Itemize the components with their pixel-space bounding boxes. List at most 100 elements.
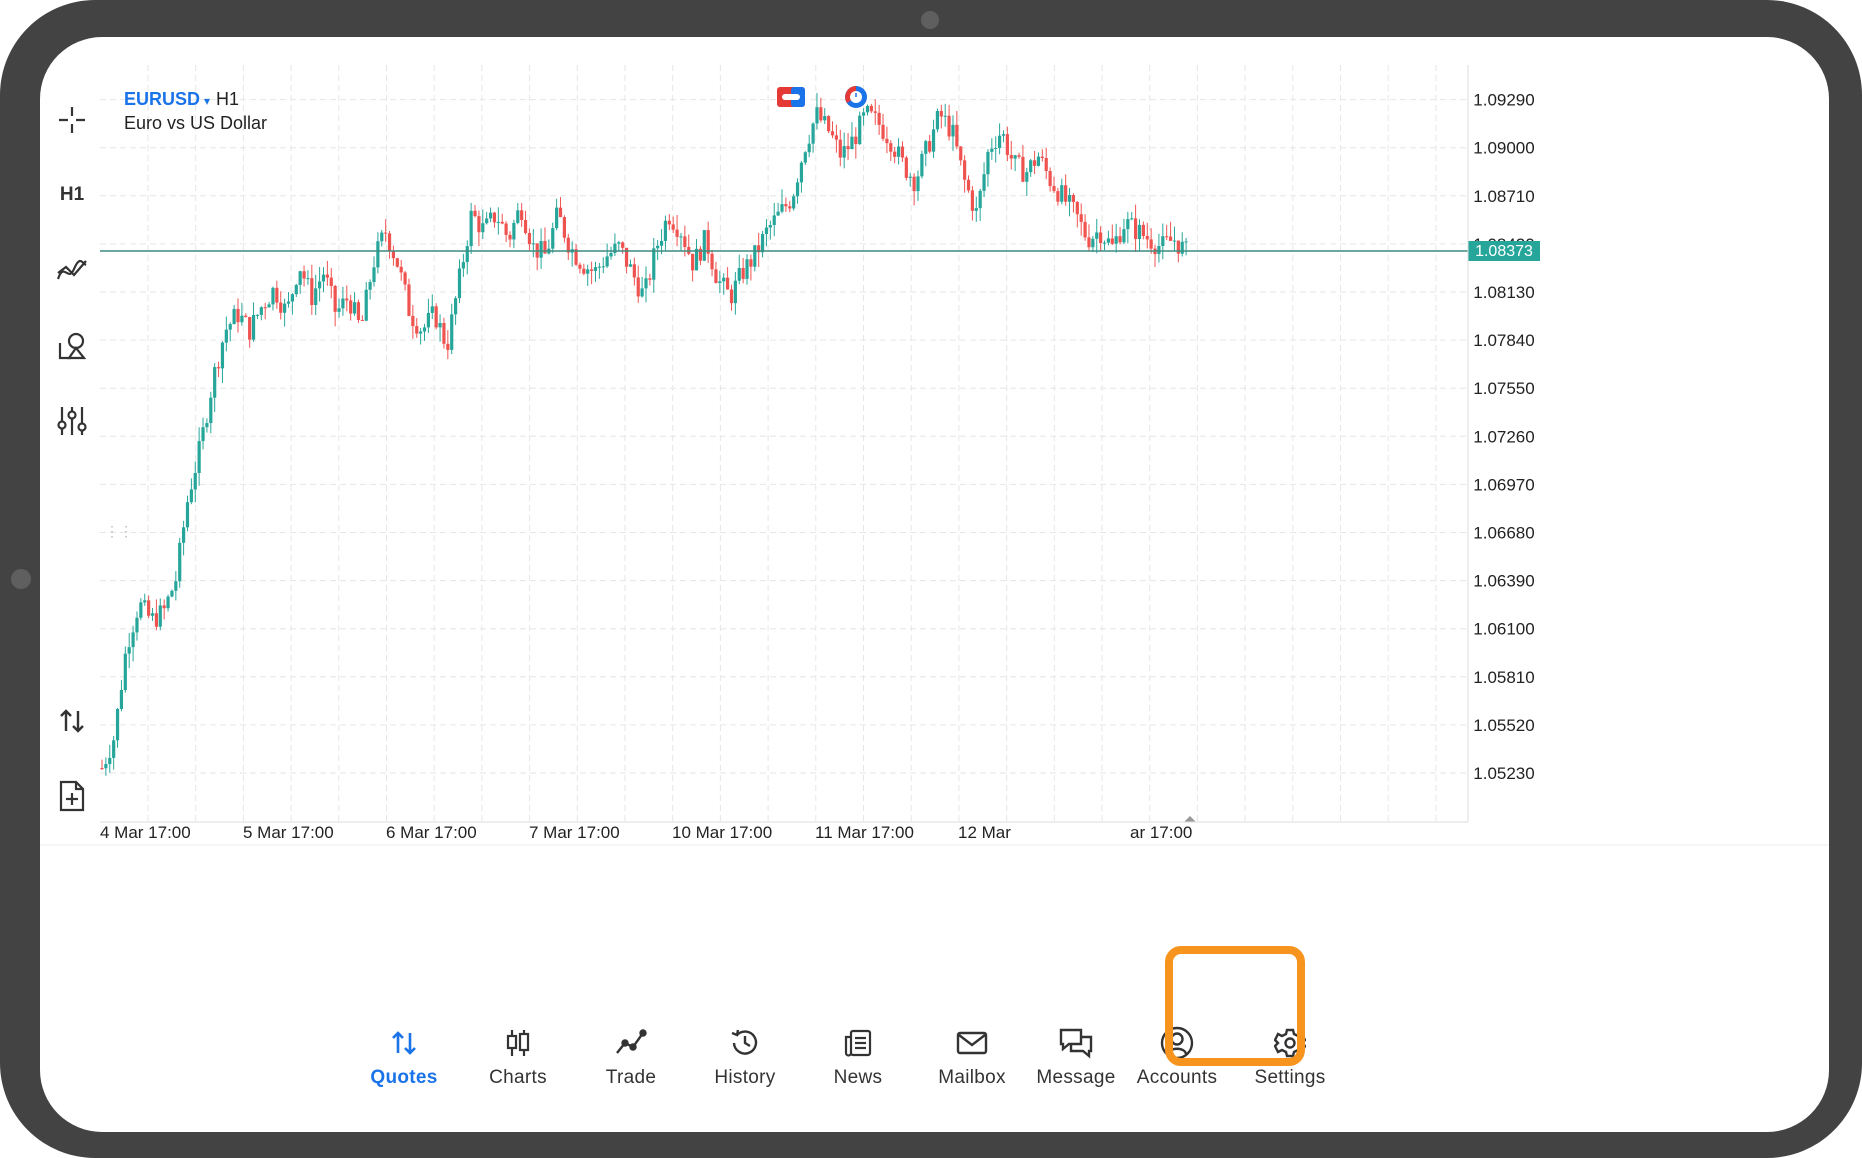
candle-body bbox=[694, 248, 699, 271]
x-tick-label: 11 Mar 17:00 bbox=[815, 823, 914, 842]
nav-mailbox[interactable]: Mailbox bbox=[922, 1023, 1022, 1089]
candle-body bbox=[321, 274, 326, 282]
candle-body bbox=[1036, 156, 1041, 166]
candle-body bbox=[232, 308, 236, 325]
settings-sliders-icon[interactable] bbox=[50, 399, 94, 443]
y-tick-label: 1.05810 bbox=[1473, 668, 1534, 687]
candle-body bbox=[830, 131, 835, 136]
candle-body bbox=[244, 315, 248, 318]
candle-body bbox=[815, 107, 819, 124]
candle-body bbox=[236, 308, 240, 323]
candle-body bbox=[1165, 236, 1169, 238]
candle-body bbox=[283, 303, 287, 313]
candle-body bbox=[380, 232, 384, 242]
candle-body bbox=[298, 271, 302, 285]
price-axis: 1.092901.090001.087101.084201.081301.078… bbox=[1473, 91, 1534, 783]
symbol-dropdown-icon[interactable]: ▾ bbox=[204, 94, 211, 108]
candle-body bbox=[986, 151, 990, 175]
chart-grid bbox=[100, 65, 1468, 822]
crosshair-icon[interactable] bbox=[50, 98, 94, 142]
candle-body bbox=[896, 146, 901, 157]
current-price-label: 1.08373 bbox=[1475, 243, 1533, 260]
candle-body bbox=[904, 157, 908, 178]
candle-body bbox=[764, 227, 769, 235]
price-chart[interactable]: 1.092901.090001.087101.084201.081301.078… bbox=[40, 37, 1829, 1132]
event-flag-icon bbox=[777, 87, 805, 107]
candle-body bbox=[982, 174, 986, 191]
candle-body bbox=[430, 306, 434, 313]
candle-body bbox=[753, 245, 757, 267]
candle-body bbox=[182, 527, 186, 543]
nav-history[interactable]: History bbox=[695, 1023, 795, 1089]
candle-body bbox=[1075, 201, 1079, 215]
candle-body bbox=[325, 274, 329, 278]
candle-body bbox=[842, 146, 846, 158]
candle-body bbox=[333, 285, 337, 312]
candle-body bbox=[454, 298, 458, 315]
candle-body bbox=[733, 280, 737, 304]
candle-body bbox=[916, 176, 920, 192]
candle-body bbox=[119, 690, 124, 709]
candle-body bbox=[143, 600, 147, 603]
candle-body bbox=[419, 331, 423, 334]
candle-body bbox=[127, 647, 131, 654]
candle-body bbox=[461, 262, 465, 269]
drag-handle-icon[interactable]: ⋮⋮ bbox=[105, 523, 133, 539]
candle-body bbox=[1056, 191, 1060, 202]
candle-body bbox=[1091, 238, 1095, 248]
candle-body bbox=[760, 234, 765, 253]
new-order-icon[interactable] bbox=[50, 774, 94, 818]
candle-body bbox=[1134, 218, 1138, 240]
nav-label: History bbox=[714, 1067, 776, 1088]
candle-body bbox=[869, 105, 873, 112]
mailbox-envelope-icon bbox=[922, 1023, 1022, 1063]
candle-body bbox=[543, 241, 547, 254]
candle-body bbox=[275, 287, 279, 303]
candle-body bbox=[527, 233, 532, 245]
candle-body bbox=[1009, 155, 1013, 159]
candle-body bbox=[1052, 186, 1056, 192]
candle-body bbox=[496, 221, 500, 223]
candle-body bbox=[947, 115, 951, 137]
y-tick-label: 1.08710 bbox=[1473, 187, 1534, 206]
candle-body bbox=[1001, 134, 1006, 136]
objects-icon[interactable] bbox=[50, 324, 94, 368]
chart-symbol-header[interactable]: EURUSD ▾ H1 bbox=[124, 89, 239, 110]
candle-body bbox=[434, 306, 438, 328]
candle-body bbox=[220, 342, 225, 369]
nav-message[interactable]: Message bbox=[1026, 1023, 1126, 1089]
y-tick-label: 1.06680 bbox=[1473, 524, 1534, 543]
timeframe-button[interactable]: H1 bbox=[50, 173, 94, 217]
candle-body bbox=[998, 135, 1002, 148]
candle-body bbox=[399, 266, 403, 273]
nav-charts[interactable]: Charts bbox=[468, 1023, 568, 1089]
y-tick-label: 1.09290 bbox=[1473, 91, 1534, 110]
candle-body bbox=[1067, 195, 1072, 202]
candle-body bbox=[376, 241, 380, 268]
y-tick-label: 1.09000 bbox=[1473, 139, 1534, 158]
nav-news[interactable]: News bbox=[808, 1023, 908, 1089]
candle-body bbox=[1013, 155, 1017, 159]
candle-body bbox=[422, 327, 427, 332]
nav-trade[interactable]: Trade bbox=[581, 1023, 681, 1089]
candle-body bbox=[908, 176, 912, 178]
candle-body bbox=[189, 489, 193, 503]
trade-arrows-icon[interactable] bbox=[50, 699, 94, 743]
candle-body bbox=[819, 107, 823, 121]
candle-body bbox=[477, 216, 481, 233]
indicators-icon[interactable] bbox=[50, 249, 94, 293]
candle-body bbox=[352, 302, 357, 314]
y-tick-label: 1.05520 bbox=[1473, 716, 1534, 735]
candle-body bbox=[838, 139, 842, 158]
candle-body bbox=[978, 190, 982, 209]
candle-body bbox=[706, 230, 710, 254]
candle-body bbox=[710, 253, 714, 270]
candle-body bbox=[384, 232, 388, 234]
symbol-label[interactable]: EURUSD bbox=[124, 89, 201, 109]
candle-body bbox=[912, 176, 916, 192]
candle-body bbox=[209, 397, 213, 424]
y-tick-label: 1.05230 bbox=[1473, 764, 1534, 783]
candle-body bbox=[799, 162, 804, 183]
nav-quotes[interactable]: Quotes bbox=[354, 1023, 454, 1089]
